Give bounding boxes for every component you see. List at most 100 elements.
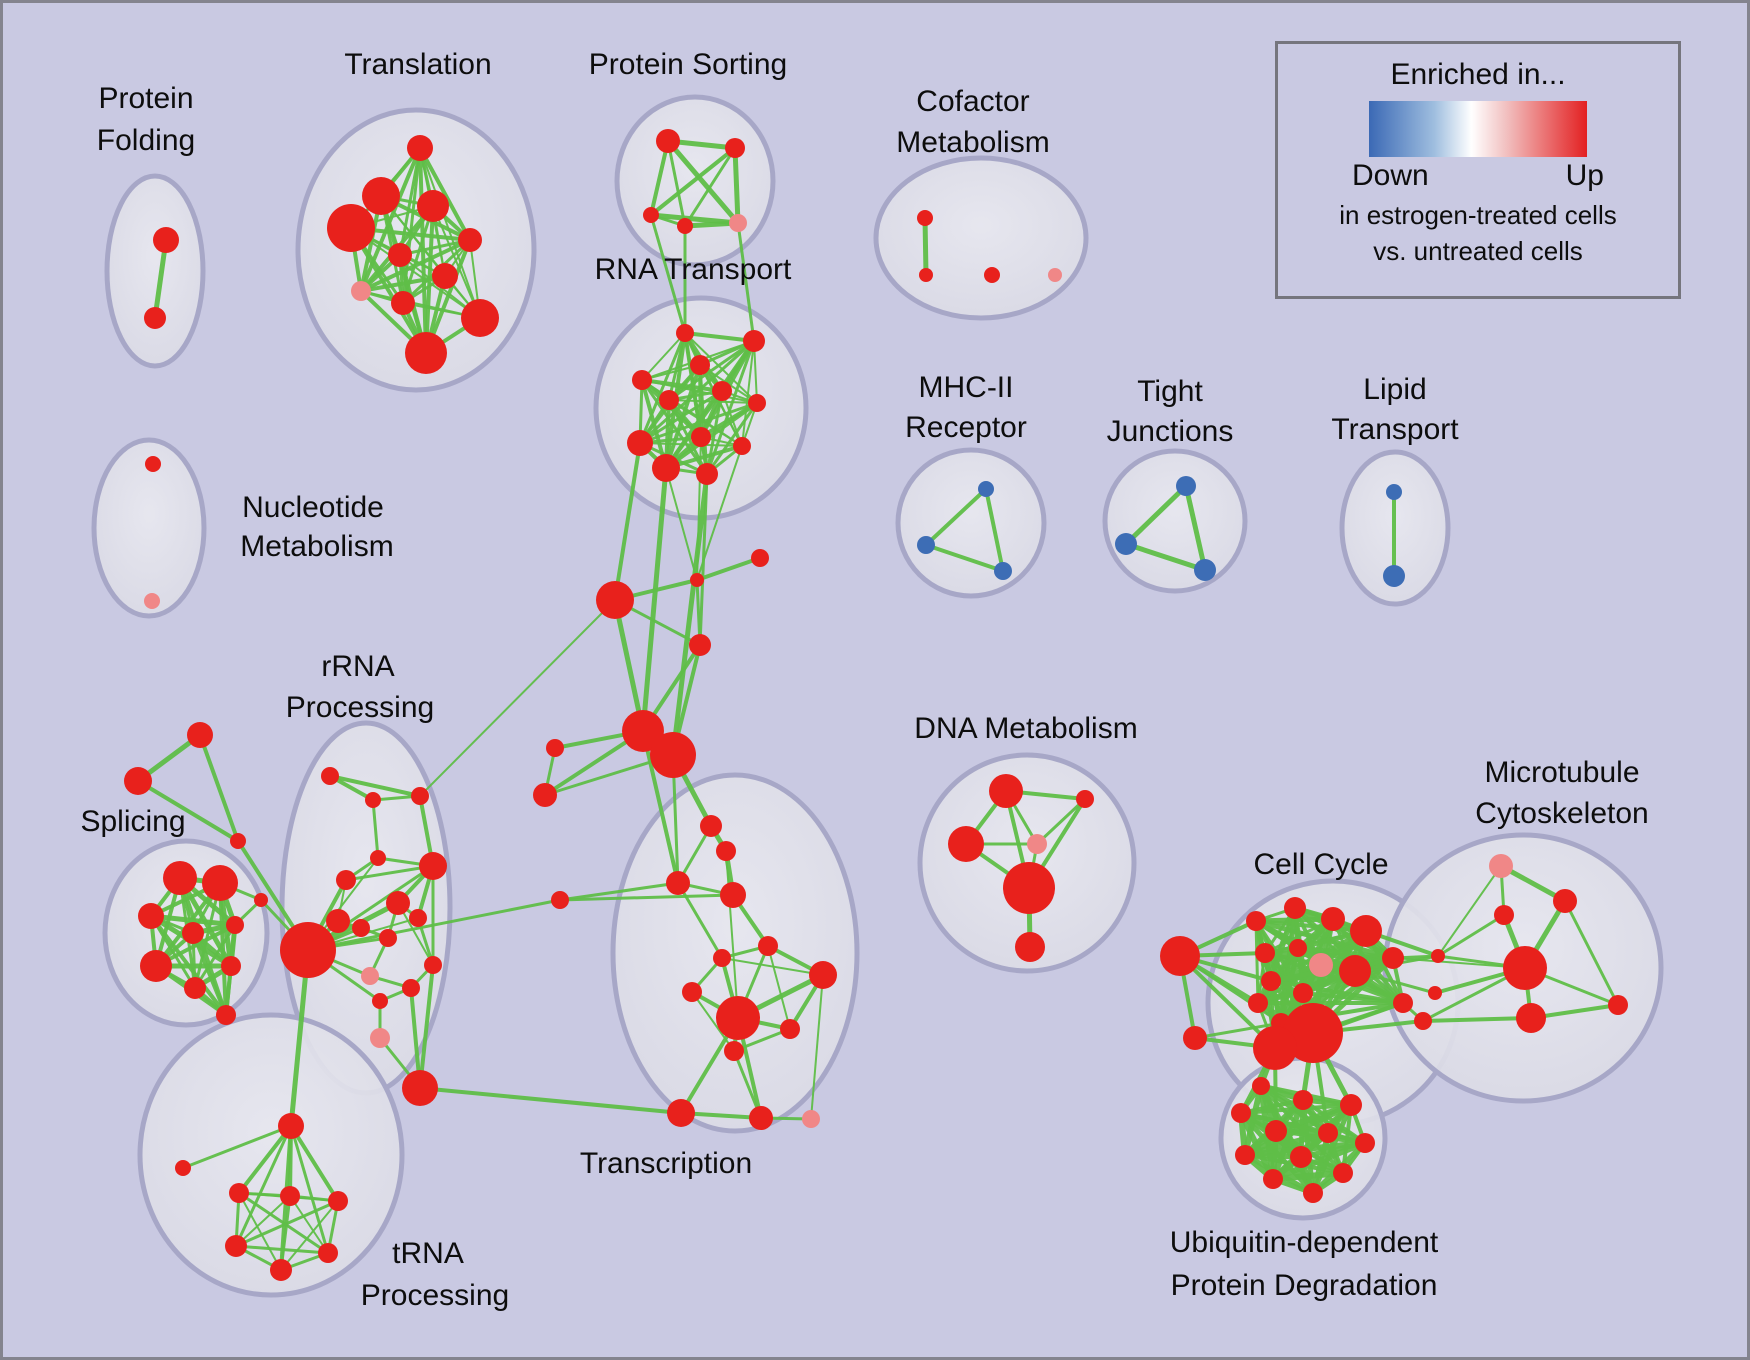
node-ubiquitin-degradation-2[interactable]: [1340, 1094, 1362, 1116]
node-rrna-processing-0[interactable]: [321, 767, 339, 785]
node-rna-transport-7[interactable]: [691, 427, 711, 447]
node-translation-4[interactable]: [458, 228, 482, 252]
node-splicing-triangle-2[interactable]: [230, 833, 246, 849]
node-translation-10[interactable]: [405, 332, 447, 374]
node-transcription-4[interactable]: [758, 936, 778, 956]
node-ubiquitin-degradation-10[interactable]: [1263, 1169, 1283, 1189]
node-transcription-11[interactable]: [667, 1099, 695, 1127]
node-splicing-3[interactable]: [182, 922, 204, 944]
node-rna-transport-3[interactable]: [632, 370, 652, 390]
node-cell-cycle-15[interactable]: [1253, 1026, 1297, 1070]
node-protein-sorting-0[interactable]: [656, 129, 680, 153]
node-translation-1[interactable]: [362, 177, 400, 215]
node-splicing-triangle-1[interactable]: [124, 767, 152, 795]
node-cofactor-metabolism-1[interactable]: [919, 268, 933, 282]
node-cell-cycle-9[interactable]: [1339, 955, 1371, 987]
node-transcription-0[interactable]: [700, 815, 722, 837]
node-splicing-5[interactable]: [140, 950, 172, 982]
node-mhc-ii-receptor-1[interactable]: [917, 536, 935, 554]
node-ubiquitin-degradation-3[interactable]: [1231, 1103, 1251, 1123]
node-cell-cycle-7[interactable]: [1289, 939, 1307, 957]
node-transcription-10[interactable]: [724, 1041, 744, 1061]
node-cell-cycle-1[interactable]: [1183, 1026, 1207, 1050]
node-rna-transport-0[interactable]: [676, 324, 694, 342]
node-translation-6[interactable]: [432, 263, 458, 289]
node-trna-processing-6[interactable]: [318, 1243, 338, 1263]
node-transcription-8[interactable]: [716, 996, 760, 1040]
node-splicing-1[interactable]: [202, 865, 238, 901]
node-microtubule-cytoskeleton-8[interactable]: [1414, 1012, 1432, 1030]
node-cell-cycle-4[interactable]: [1321, 907, 1345, 931]
node-splicing-4[interactable]: [226, 916, 244, 934]
node-rna-transport-9[interactable]: [733, 437, 751, 455]
node-microtubule-cytoskeleton-4[interactable]: [1516, 1003, 1546, 1033]
node-splicing-0[interactable]: [163, 861, 197, 895]
node-dna-metabolism-4[interactable]: [1003, 862, 1055, 914]
node-microtubule-cytoskeleton-0[interactable]: [1489, 854, 1513, 878]
node-splicing-2[interactable]: [138, 903, 164, 929]
node-protein-sorting-1[interactable]: [725, 138, 745, 158]
node-rrna-processing-12[interactable]: [402, 979, 420, 997]
node-splicing-triangle-0[interactable]: [187, 722, 213, 748]
node-tight-junctions-2[interactable]: [1194, 559, 1216, 581]
node-trna-processing-3[interactable]: [280, 1186, 300, 1206]
node-transcription-1[interactable]: [716, 841, 736, 861]
node-ubiquitin-degradation-0[interactable]: [1252, 1077, 1270, 1095]
node-rna-transport-1[interactable]: [743, 330, 765, 352]
node-microtubule-cytoskeleton-3[interactable]: [1503, 946, 1547, 990]
node-cell-cycle-11[interactable]: [1293, 983, 1313, 1003]
node-dna-metabolism-0[interactable]: [989, 774, 1023, 808]
node-trna-processing-4[interactable]: [328, 1191, 348, 1211]
node-ubiquitin-degradation-9[interactable]: [1333, 1163, 1353, 1183]
node-transcription-5[interactable]: [713, 949, 731, 967]
node-hub-0[interactable]: [751, 549, 769, 567]
node-rrna-processing-1[interactable]: [365, 792, 381, 808]
node-ubiquitin-degradation-6[interactable]: [1355, 1133, 1375, 1153]
node-rrna-processing-8[interactable]: [352, 919, 370, 937]
node-hub-7[interactable]: [533, 783, 557, 807]
node-rna-transport-4[interactable]: [712, 381, 732, 401]
node-cell-cycle-5[interactable]: [1350, 915, 1382, 947]
node-hub-4[interactable]: [622, 710, 664, 752]
node-ubiquitin-degradation-1[interactable]: [1293, 1090, 1313, 1110]
node-microtubule-cytoskeleton-1[interactable]: [1553, 889, 1577, 913]
node-cofactor-metabolism-2[interactable]: [984, 267, 1000, 283]
node-translation-0[interactable]: [407, 135, 433, 161]
node-dna-metabolism-1[interactable]: [1076, 790, 1094, 808]
node-rrna-processing-4[interactable]: [336, 870, 356, 890]
node-nucleotide-metabolism-1[interactable]: [144, 593, 160, 609]
node-cell-cycle-0[interactable]: [1160, 936, 1200, 976]
node-ubiquitin-degradation-11[interactable]: [1303, 1183, 1323, 1203]
node-translation-5[interactable]: [388, 243, 412, 267]
node-rrna-processing-9[interactable]: [379, 929, 397, 947]
node-cofactor-metabolism-0[interactable]: [917, 210, 933, 226]
node-rrna-processing-6[interactable]: [386, 891, 410, 915]
node-ubiquitin-degradation-7[interactable]: [1235, 1145, 1255, 1165]
node-rrna-processing-5[interactable]: [419, 852, 447, 880]
node-translation-2[interactable]: [417, 190, 449, 222]
node-rna-transport-2[interactable]: [690, 355, 710, 375]
node-splicing-9[interactable]: [254, 893, 268, 907]
node-cell-cycle-2[interactable]: [1246, 911, 1266, 931]
node-hub-8[interactable]: [551, 891, 569, 909]
node-hub-6[interactable]: [546, 739, 564, 757]
node-rna-transport-11[interactable]: [696, 463, 718, 485]
node-microtubule-cytoskeleton-6[interactable]: [1431, 949, 1445, 963]
node-cell-cycle-8[interactable]: [1309, 953, 1333, 977]
node-transcription-3[interactable]: [720, 882, 746, 908]
node-translation-8[interactable]: [391, 291, 415, 315]
node-ubiquitin-degradation-5[interactable]: [1318, 1123, 1338, 1143]
node-protein-folding-1[interactable]: [144, 307, 166, 329]
node-protein-folding-0[interactable]: [153, 227, 179, 253]
node-rrna-processing-3[interactable]: [370, 850, 386, 866]
node-rrna-processing-13[interactable]: [424, 956, 442, 974]
node-cell-cycle-17[interactable]: [1393, 993, 1413, 1013]
node-rrna-processing-7[interactable]: [326, 909, 350, 933]
node-rrna-processing-17[interactable]: [370, 1028, 390, 1048]
node-protein-sorting-3[interactable]: [677, 218, 693, 234]
node-hub-3[interactable]: [689, 634, 711, 656]
node-transcription-6[interactable]: [809, 961, 837, 989]
node-rna-transport-8[interactable]: [627, 430, 653, 456]
node-trna-processing-1[interactable]: [175, 1160, 191, 1176]
node-cell-cycle-14[interactable]: [1283, 1003, 1343, 1063]
